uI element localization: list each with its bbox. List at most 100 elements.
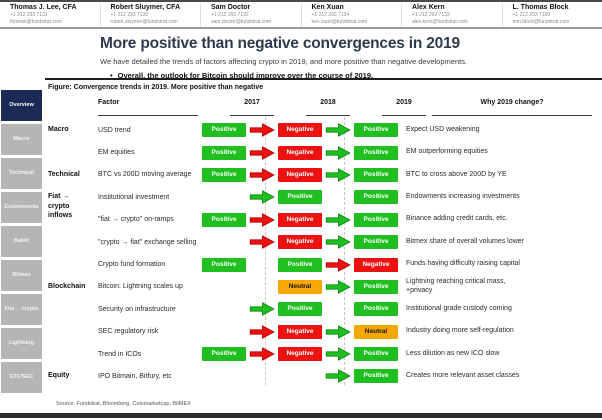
- column-header-why: Why 2019 change?: [432, 99, 592, 116]
- status-2019-cell: Negative: [354, 257, 398, 272]
- status-badge: Negative: [278, 212, 322, 227]
- row-why: Expect USD weakening: [406, 125, 480, 133]
- analyst-phone: +1 212 293 7131: [10, 12, 48, 19]
- analyst-phone: +1 212 293 7135: [110, 12, 149, 19]
- table-row: Macro USD trend Positive Negative Positive Ex…: [48, 119, 600, 141]
- analyst-phone: +1 212 293 7132: [211, 12, 249, 19]
- column-header-2017: 2017: [230, 99, 274, 116]
- status-badge: Positive: [278, 257, 322, 272]
- status-2018-cell: Positive: [278, 190, 322, 205]
- analyst-card: Ken Xuan +1 212 293 7134 ken.xuan@fundstra…: [300, 4, 402, 27]
- status-2019-cell: Positive: [354, 279, 398, 294]
- row-group-label: [48, 253, 98, 275]
- trend-arrow-red-icon: [246, 123, 278, 138]
- sidebar: Overview Macro Technical Endowments Bakkt Bit…: [1, 90, 42, 396]
- sidebar-item-technical[interactable]: Technical: [1, 158, 42, 189]
- column-separator: [265, 117, 266, 385]
- status-2018-cell: Negative: [278, 167, 322, 182]
- trend-arrow-green-icon: [246, 190, 278, 205]
- sidebar-item-bitmex[interactable]: Bitmex: [1, 260, 42, 291]
- column-separator: [344, 117, 345, 385]
- row-factor: BTC vs 200D moving average: [98, 171, 192, 179]
- trend-arrow-red-icon: [246, 324, 278, 339]
- analyst-card: Alex Kern +1 212 293 7133 alex.kern@fundst…: [401, 4, 502, 27]
- convergence-table: Factor 2017 2018 2019 Why 2019 change? M…: [48, 99, 600, 387]
- status-2017-cell: Positive: [202, 257, 246, 272]
- status-2019-cell: Positive: [354, 369, 398, 384]
- trend-arrow-red-icon: [322, 257, 354, 272]
- sidebar-item-lightning[interactable]: Lightning: [1, 328, 42, 359]
- status-2019-cell: Neutral: [354, 324, 398, 339]
- table-row: Equity IPO Bitmain, Bitfury, etc Positive C…: [48, 365, 600, 387]
- status-2019-cell: Positive: [354, 123, 398, 138]
- row-why: Binance adding credit cards, etc.: [406, 215, 508, 223]
- status-2018-cell: Negative: [278, 324, 322, 339]
- sidebar-item-endowments[interactable]: Endowments: [1, 192, 42, 223]
- status-2017-cell: Positive: [202, 123, 246, 138]
- status-badge: Positive: [354, 347, 398, 362]
- status-2018-cell: Negative: [278, 347, 322, 362]
- status-badge: Positive: [278, 190, 322, 205]
- status-badge: Positive: [354, 167, 398, 182]
- row-why: Endowments increasing investments: [406, 192, 520, 200]
- status-badge: Negative: [278, 167, 322, 182]
- table-row: EM equities Positive Negative Positive EM ou…: [48, 141, 600, 163]
- status-2019-cell: Positive: [354, 212, 398, 227]
- sidebar-item-macro[interactable]: Macro: [1, 124, 42, 155]
- status-badge: Positive: [202, 145, 246, 160]
- status-badge: Positive: [202, 347, 246, 362]
- row-group-label: [48, 321, 98, 343]
- row-factor: USD trend: [98, 126, 131, 134]
- table-row: SEC regulatory risk Negative Neutral Indust…: [48, 321, 600, 343]
- analyst-card: Sam Doctor +1 212 293 7132 sam.doctor@fund…: [200, 4, 301, 27]
- status-badge: Negative: [278, 235, 322, 250]
- trend-arrow-green-icon: [322, 347, 354, 361]
- status-2019-cell: Positive: [354, 190, 398, 205]
- row-group-label: Macro: [48, 126, 69, 133]
- trend-arrow-green-icon: [322, 280, 354, 294]
- analyst-phone: +1 212 293 7133: [412, 12, 450, 19]
- sidebar-item-bakkt[interactable]: Bakkt: [1, 226, 42, 257]
- trend-arrow-green-icon: [322, 168, 354, 182]
- status-2018-cell: Positive: [278, 302, 322, 317]
- status-badge: Negative: [278, 347, 322, 362]
- row-why: Funds having difficulty raising capital: [406, 260, 520, 268]
- status-badge: Neutral: [278, 279, 322, 294]
- sidebar-item-overview[interactable]: Overview: [1, 90, 42, 121]
- sidebar-item-fiat-crypto[interactable]: Fiat→ crypto: [1, 294, 42, 325]
- status-2018-cell: Positive: [278, 257, 322, 272]
- row-group-label: [48, 209, 98, 231]
- trend-arrow-green-icon: [246, 302, 278, 317]
- status-2019-cell: Positive: [354, 302, 398, 317]
- row-factor: "fiat → crypto" on-ramps: [98, 216, 174, 224]
- status-badge: Positive: [354, 302, 398, 317]
- table-row: Security on infrastructure Positive Positi…: [48, 298, 600, 320]
- table-row: Blockchain Bitcoin: Lightning scales up Ne…: [48, 276, 600, 298]
- status-2017-cell: Positive: [202, 347, 246, 362]
- status-badge: Positive: [278, 302, 322, 317]
- status-badge: Positive: [202, 212, 246, 227]
- analyst-name: Ken Xuan: [311, 4, 344, 11]
- table-row: Technical BTC vs 200D moving average Posit…: [48, 164, 600, 186]
- analyst-email: tom.block@fundstrat.com: [512, 19, 570, 26]
- row-why: Bitmex share of overall volumes lower: [406, 237, 524, 245]
- row-group-label: Equity: [48, 372, 70, 380]
- analyst-email: robert.sluymer@fundstrat.com: [110, 19, 178, 26]
- row-group-label: Blockchain: [48, 282, 86, 290]
- row-why: Lightning reaching critical mass, +priva…: [406, 278, 506, 294]
- analyst-card: Robert Sluymer, CFA +1 212 293 7135 robert…: [99, 4, 201, 27]
- status-badge: Positive: [202, 123, 246, 138]
- analyst-phone: +1 212 293 7134: [311, 12, 350, 19]
- analyst-email: thomas@fundstrat.com: [10, 19, 62, 26]
- source-note: Source: Fundstrat, Bloomberg, Coinmarket…: [56, 401, 191, 407]
- row-factor: EM equities: [98, 149, 135, 157]
- sidebar-item-etf-sec[interactable]: ETF/SEC: [1, 362, 42, 393]
- status-2017-cell: Positive: [202, 167, 246, 182]
- figure-caption: Figure: Convergence trends in 2019. More…: [48, 84, 264, 91]
- analyst-email: sam.doctor@fundstrat.com: [211, 19, 272, 26]
- status-2018-cell: Negative: [278, 212, 322, 227]
- row-factor: Security on infrastructure: [98, 305, 176, 313]
- analyst-email: alex.kern@fundstrat.com: [412, 19, 468, 26]
- status-badge: Neutral: [354, 324, 398, 339]
- status-2019-cell: Positive: [354, 347, 398, 362]
